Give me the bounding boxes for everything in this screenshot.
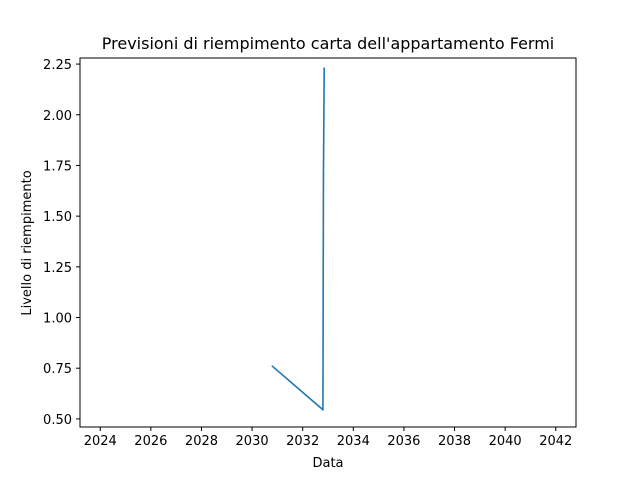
data-point — [323, 67, 326, 69]
x-tick-label: 2026 — [134, 434, 167, 449]
series-line-0 — [271, 68, 325, 411]
y-axis-label: Livello di riempimento — [20, 170, 35, 315]
y-tick-label: 1.25 — [43, 261, 72, 276]
y-tick-label: 1.00 — [43, 312, 72, 327]
y-tick-label: 1.50 — [43, 210, 72, 225]
data-point — [322, 174, 325, 177]
y-tick-label: 2.00 — [43, 109, 72, 124]
y-tick-label: 1.75 — [43, 159, 72, 174]
x-tick-label: 2040 — [489, 434, 522, 449]
x-tick-label: 2038 — [438, 434, 471, 449]
x-tick-label: 2042 — [539, 434, 572, 449]
y-tick-label: 2.25 — [43, 58, 72, 73]
chart-title: Previsioni di riempimento carta dell'app… — [102, 34, 554, 53]
x-axis-label: Data — [312, 456, 343, 471]
plot-frame — [79, 57, 577, 428]
x-tick-label: 2024 — [84, 434, 117, 449]
data-point — [271, 365, 274, 367]
y-tick-label: 0.50 — [43, 413, 72, 428]
x-tick-label: 2030 — [236, 434, 269, 449]
plot-area: 2024 2026 2028 2030 2032 2034 2036 2038 2040 2042… — [43, 57, 577, 449]
x-tick-label: 2034 — [337, 434, 370, 449]
x-tick-label: 2032 — [286, 434, 319, 449]
x-tick-label: 2028 — [185, 434, 218, 449]
data-point — [322, 408, 324, 411]
x-tick-label: 2036 — [387, 434, 420, 449]
y-tick-label: 0.75 — [43, 362, 72, 377]
